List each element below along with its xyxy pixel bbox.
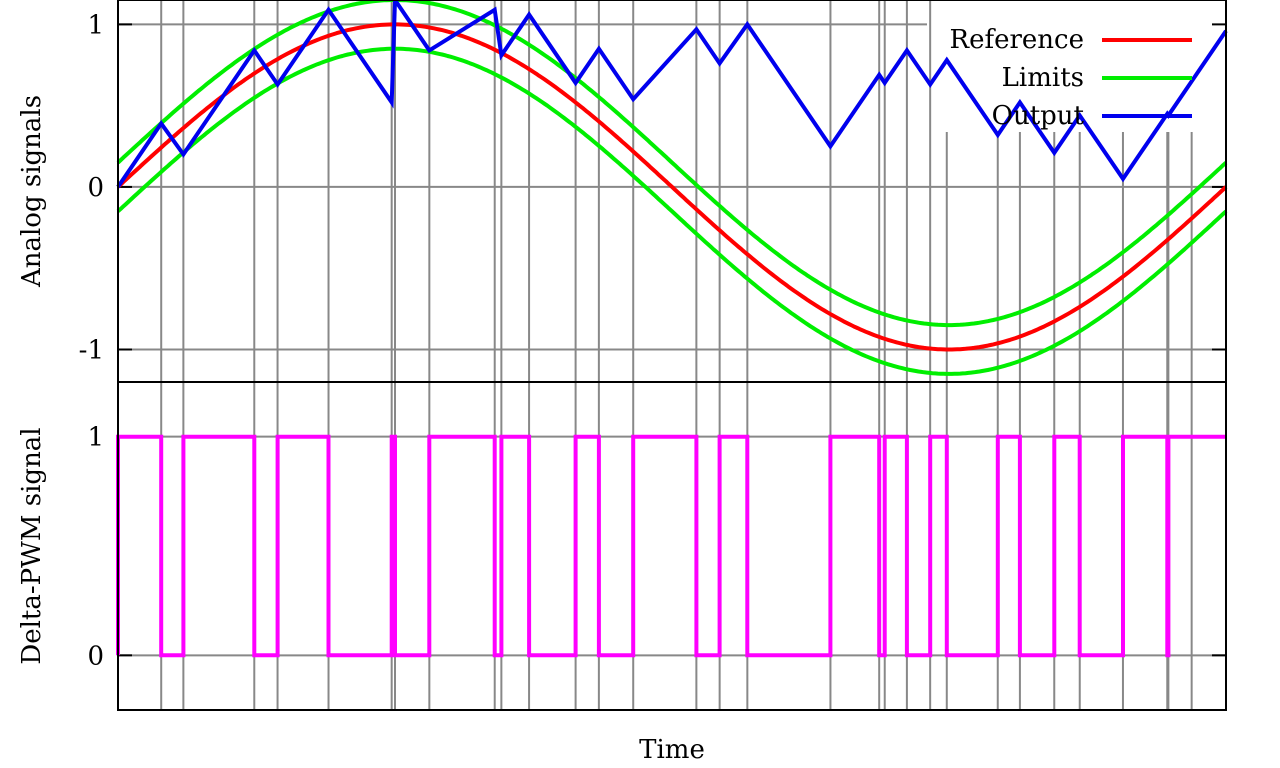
pwm-line [116,434,1226,658]
limit-lower-line [116,46,1228,376]
limit-upper-line [116,0,1228,328]
marks-layer [116,0,1228,658]
top-ytick-label: 1 [87,10,104,40]
top-ytick-label: 0 [87,173,104,203]
frame-layer [117,0,1227,711]
legend-label: Reference [950,25,1084,55]
xlabel: Time [639,735,705,765]
bottom-ytick-label: 0 [87,641,104,671]
bottom-plot-frame [117,381,1227,711]
bottom-ylabel: Delta-PWM signal [17,427,47,664]
legend: Reference Limits Output [950,25,1192,131]
bottom-ytick-label: 1 [87,423,104,453]
labels-layer: Analog signals Delta-PWM signal Time [17,95,705,765]
top-ytick-label: -1 [79,335,104,365]
legend-label: Limits [1002,63,1084,93]
legend-label: Output [992,101,1085,131]
top-ylabel: Analog signals [17,95,47,288]
